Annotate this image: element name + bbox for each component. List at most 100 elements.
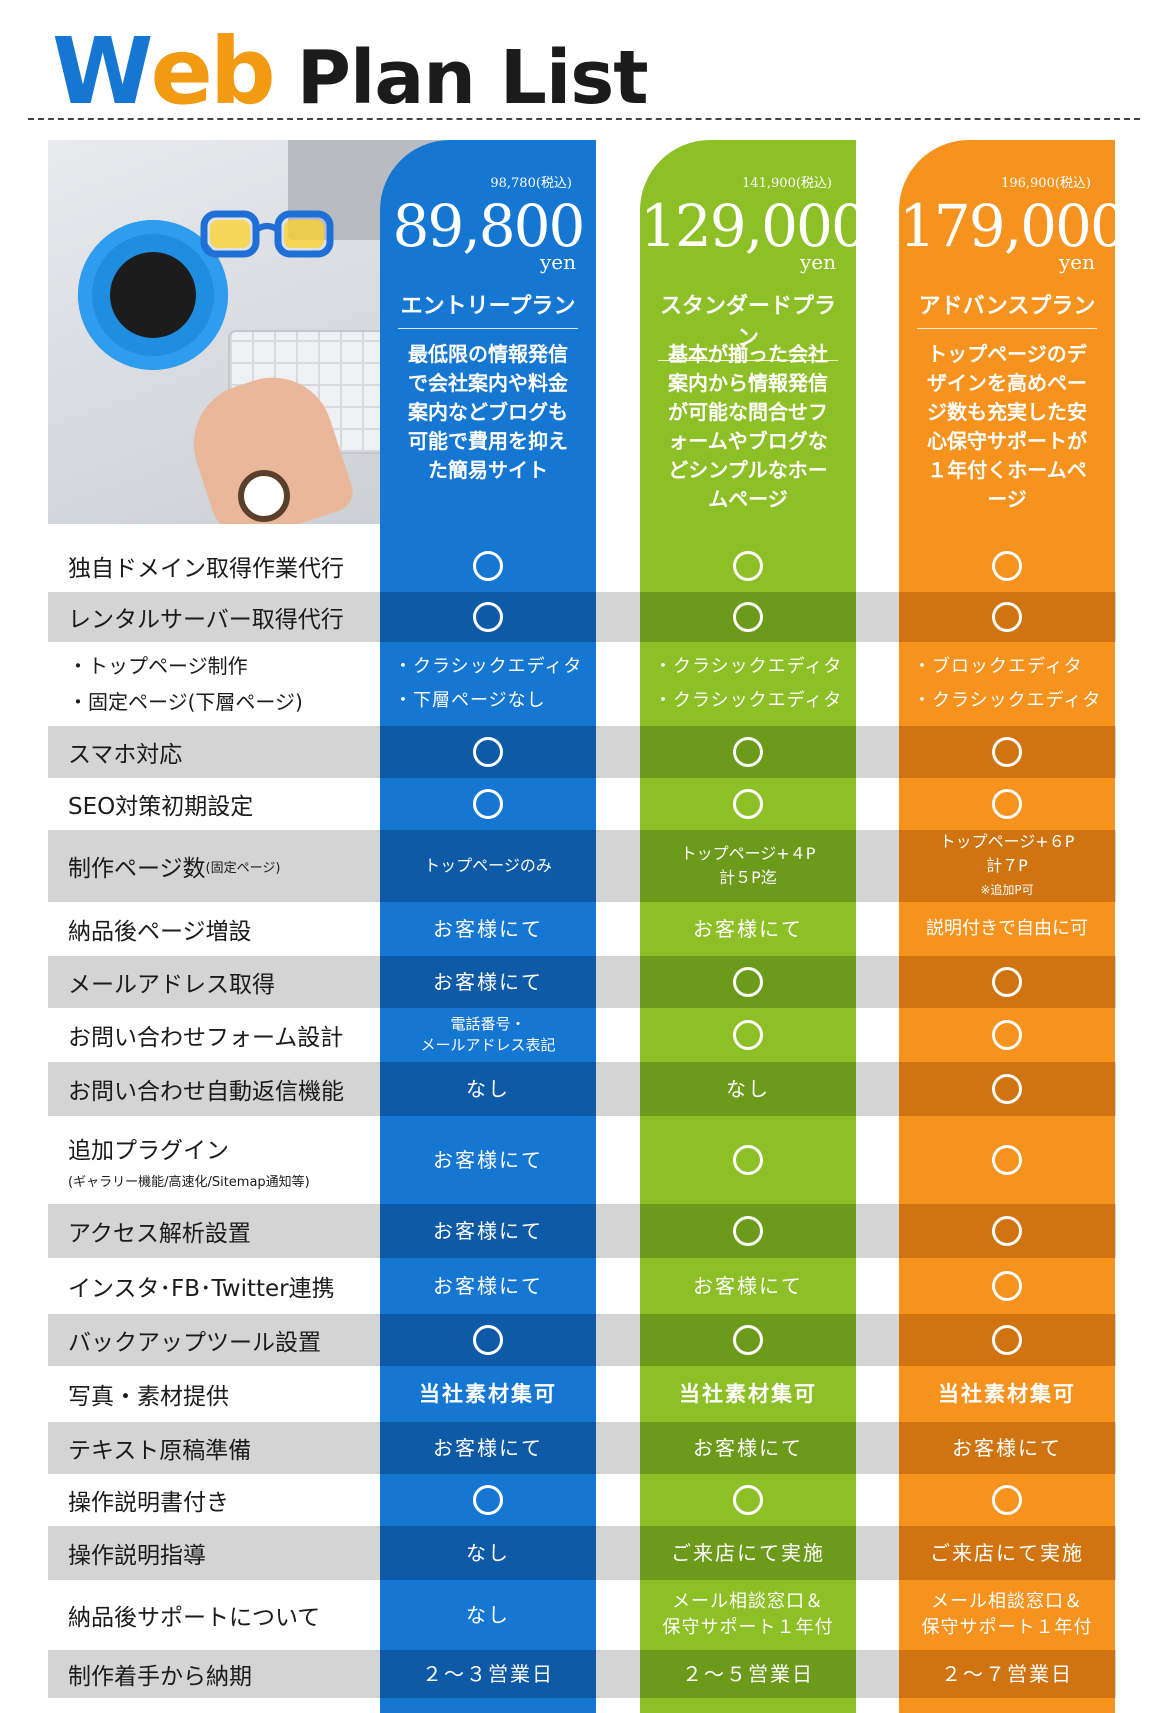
circle-mark-icon xyxy=(473,551,503,581)
plan-header-standard: 141,900(税込) 129,000 yen スタンダードプラン 基本が揃った… xyxy=(640,140,868,526)
circle-mark-icon xyxy=(733,602,763,632)
feature-label: 写真・素材提供 xyxy=(68,1384,229,1410)
feature-cell xyxy=(899,592,1115,642)
table-row: 納品後サポートについて なし メール相談窓口＆ 保守サポート１年付 メール相談窓… xyxy=(48,1580,1116,1650)
feature-cell: 当社素材集可 xyxy=(380,1366,596,1422)
circle-mark-icon xyxy=(733,1216,763,1246)
table-row: スマホ対応 xyxy=(48,726,1116,778)
feature-cell xyxy=(899,956,1115,1008)
circle-mark-icon xyxy=(473,602,503,632)
feature-cell xyxy=(640,1116,856,1204)
table-row: テキスト原稿準備 お客様にて お客様にて お客様にて xyxy=(48,1422,1116,1474)
feature-cell xyxy=(899,1474,1115,1526)
feature-cell xyxy=(899,778,1115,830)
glasses-icon xyxy=(200,210,334,258)
feature-cell: お客様にて xyxy=(899,1422,1115,1474)
circle-mark-icon xyxy=(992,551,1022,581)
feature-cell xyxy=(640,778,856,830)
feature-cell: お客様にて xyxy=(380,1258,596,1314)
feature-cell xyxy=(640,1204,856,1258)
circle-mark-icon xyxy=(733,551,763,581)
feature-cell: 当社素材集可 xyxy=(899,1366,1115,1422)
cell-line: ・クラシックエディタ xyxy=(394,656,583,677)
feature-cell: ご来店にて実施 xyxy=(640,1526,856,1580)
feature-cell: 当社素材集可 xyxy=(640,1366,856,1422)
title-eb: eb xyxy=(150,18,275,125)
feature-label-main: 制作ページ数 xyxy=(68,856,206,882)
feature-cell xyxy=(640,726,856,778)
feature-cell xyxy=(899,1062,1115,1116)
cell-line: ・ブロックエディタ xyxy=(913,656,1083,677)
circle-mark-icon xyxy=(473,1485,503,1515)
tax-price: 141,900(税込) xyxy=(742,176,832,191)
title-rest: Plan List xyxy=(296,35,649,121)
circle-mark-icon xyxy=(992,1020,1022,1050)
table-row: 写真・素材提供 当社素材集可 当社素材集可 当社素材集可 xyxy=(48,1366,1116,1422)
circle-mark-icon xyxy=(733,1145,763,1175)
feature-cell xyxy=(899,726,1115,778)
plan-description: 最低限の情報発信で会社案内や料金案内などブログも可能で費用を抑えた簡易サイト xyxy=(408,342,568,482)
table-row: 制作着手から納期 ２〜３営業日 ２〜５営業日 ２〜７営業日 xyxy=(48,1650,1116,1698)
table-row: 操作説明指導 なし ご来店にて実施 ご来店にて実施 xyxy=(48,1526,1116,1580)
feature-cell: なし xyxy=(380,1580,596,1650)
circle-mark-icon xyxy=(992,1074,1022,1104)
circle-mark-icon xyxy=(733,1325,763,1355)
circle-mark-icon xyxy=(473,737,503,767)
feature-cell xyxy=(640,956,856,1008)
feature-cell: お客様にて xyxy=(640,1422,856,1474)
plan-header-advance: 196,900(税込) 179,000 yen アドバンスプラン トップページの… xyxy=(899,140,1127,526)
circle-mark-icon xyxy=(992,1271,1022,1301)
feature-label: スマホ対応 xyxy=(68,742,183,768)
feature-label: SEO対策初期設定 xyxy=(68,794,254,820)
feature-cell: なし xyxy=(380,1526,596,1580)
cell-line: ・クラシックエディタ xyxy=(654,690,843,711)
yen-unit: yen xyxy=(1058,250,1095,274)
cell-line: ・クラシックエディタ xyxy=(654,656,843,677)
table-row: インスタ･FB･Twitter連携 お客様にて お客様にて xyxy=(48,1258,1116,1314)
feature-cell: メール相談窓口＆ 保守サポート１年付 xyxy=(899,1580,1115,1650)
feature-label: 独自ドメイン取得作業代行 xyxy=(68,556,344,582)
cell-line: ・クラシックエディタ xyxy=(913,690,1102,711)
cell-line: ・下層ページなし xyxy=(394,690,546,711)
title-w: W xyxy=(52,18,153,125)
feature-label-line: ・固定ページ(下層ページ) xyxy=(68,690,303,714)
plan-price: 89,800 xyxy=(392,192,586,260)
table-row: メールアドレス取得 お客様にて xyxy=(48,956,1116,1008)
plan-price: 179,000 xyxy=(899,192,1127,260)
table-row: 追加プラグイン (ギャラリー機能/高速化/Sitemap通知等) お客様にて xyxy=(48,1116,1116,1204)
table-row: ・トップページ制作 ・固定ページ(下層ページ) ・クラシックエディタ ・下層ペー… xyxy=(48,642,1116,726)
circle-mark-icon xyxy=(473,789,503,819)
yen-unit: yen xyxy=(539,250,576,274)
yen-unit: yen xyxy=(799,250,836,274)
feature-cell xyxy=(640,1008,856,1062)
circle-mark-icon xyxy=(733,1485,763,1515)
table-row: アクセス解析設置 お客様にて xyxy=(48,1204,1116,1258)
feature-cell: ２〜７営業日 xyxy=(899,1650,1115,1698)
table-row: SEO対策初期設定 xyxy=(48,778,1116,830)
feature-label: テキスト原稿準備 xyxy=(68,1438,252,1464)
feature-cell: ・ブロックエディタ ・クラシックエディタ xyxy=(899,642,1115,726)
circle-mark-icon xyxy=(992,789,1022,819)
plan-name: スタンダードプラン xyxy=(658,288,838,361)
feature-cell: ２〜３営業日 xyxy=(380,1650,596,1698)
feature-label-line: ・トップページ制作 xyxy=(68,654,248,678)
feature-cell xyxy=(380,1314,596,1366)
feature-label: 操作説明指導 xyxy=(68,1543,206,1569)
table-row: 制作ページ数 (固定ページ) トップページのみ トップページ+４P 計５P迄 トッ… xyxy=(48,830,1116,902)
feature-label: 制作着手から納期 xyxy=(68,1664,252,1690)
feature-cell: お客様にて xyxy=(380,1116,596,1204)
plan-name: アドバンスプラン xyxy=(917,288,1097,329)
feature-cell: ・クラシックエディタ ・下層ページなし xyxy=(380,642,596,726)
tax-price: 98,780(税込) xyxy=(490,176,572,191)
plan-description: 基本が揃った会社案内から情報発信が可能な問合せフォームやブログなどシンプルなホー… xyxy=(668,342,828,511)
feature-label-small: (固定ページ) xyxy=(205,860,281,876)
table-row: 操作説明書付き xyxy=(48,1474,1116,1526)
feature-cell: お客様にて xyxy=(380,956,596,1008)
circle-mark-icon xyxy=(992,1485,1022,1515)
feature-cell: ２〜５営業日 xyxy=(640,1650,856,1698)
feature-cell xyxy=(899,540,1115,592)
watch-shape xyxy=(238,470,290,522)
feature-cell: トップページ+６P 計７P ※追加P可 xyxy=(899,830,1115,902)
feature-cell: お客様にて xyxy=(380,902,596,956)
table-row: 独自ドメイン取得作業代行 xyxy=(48,540,1116,592)
